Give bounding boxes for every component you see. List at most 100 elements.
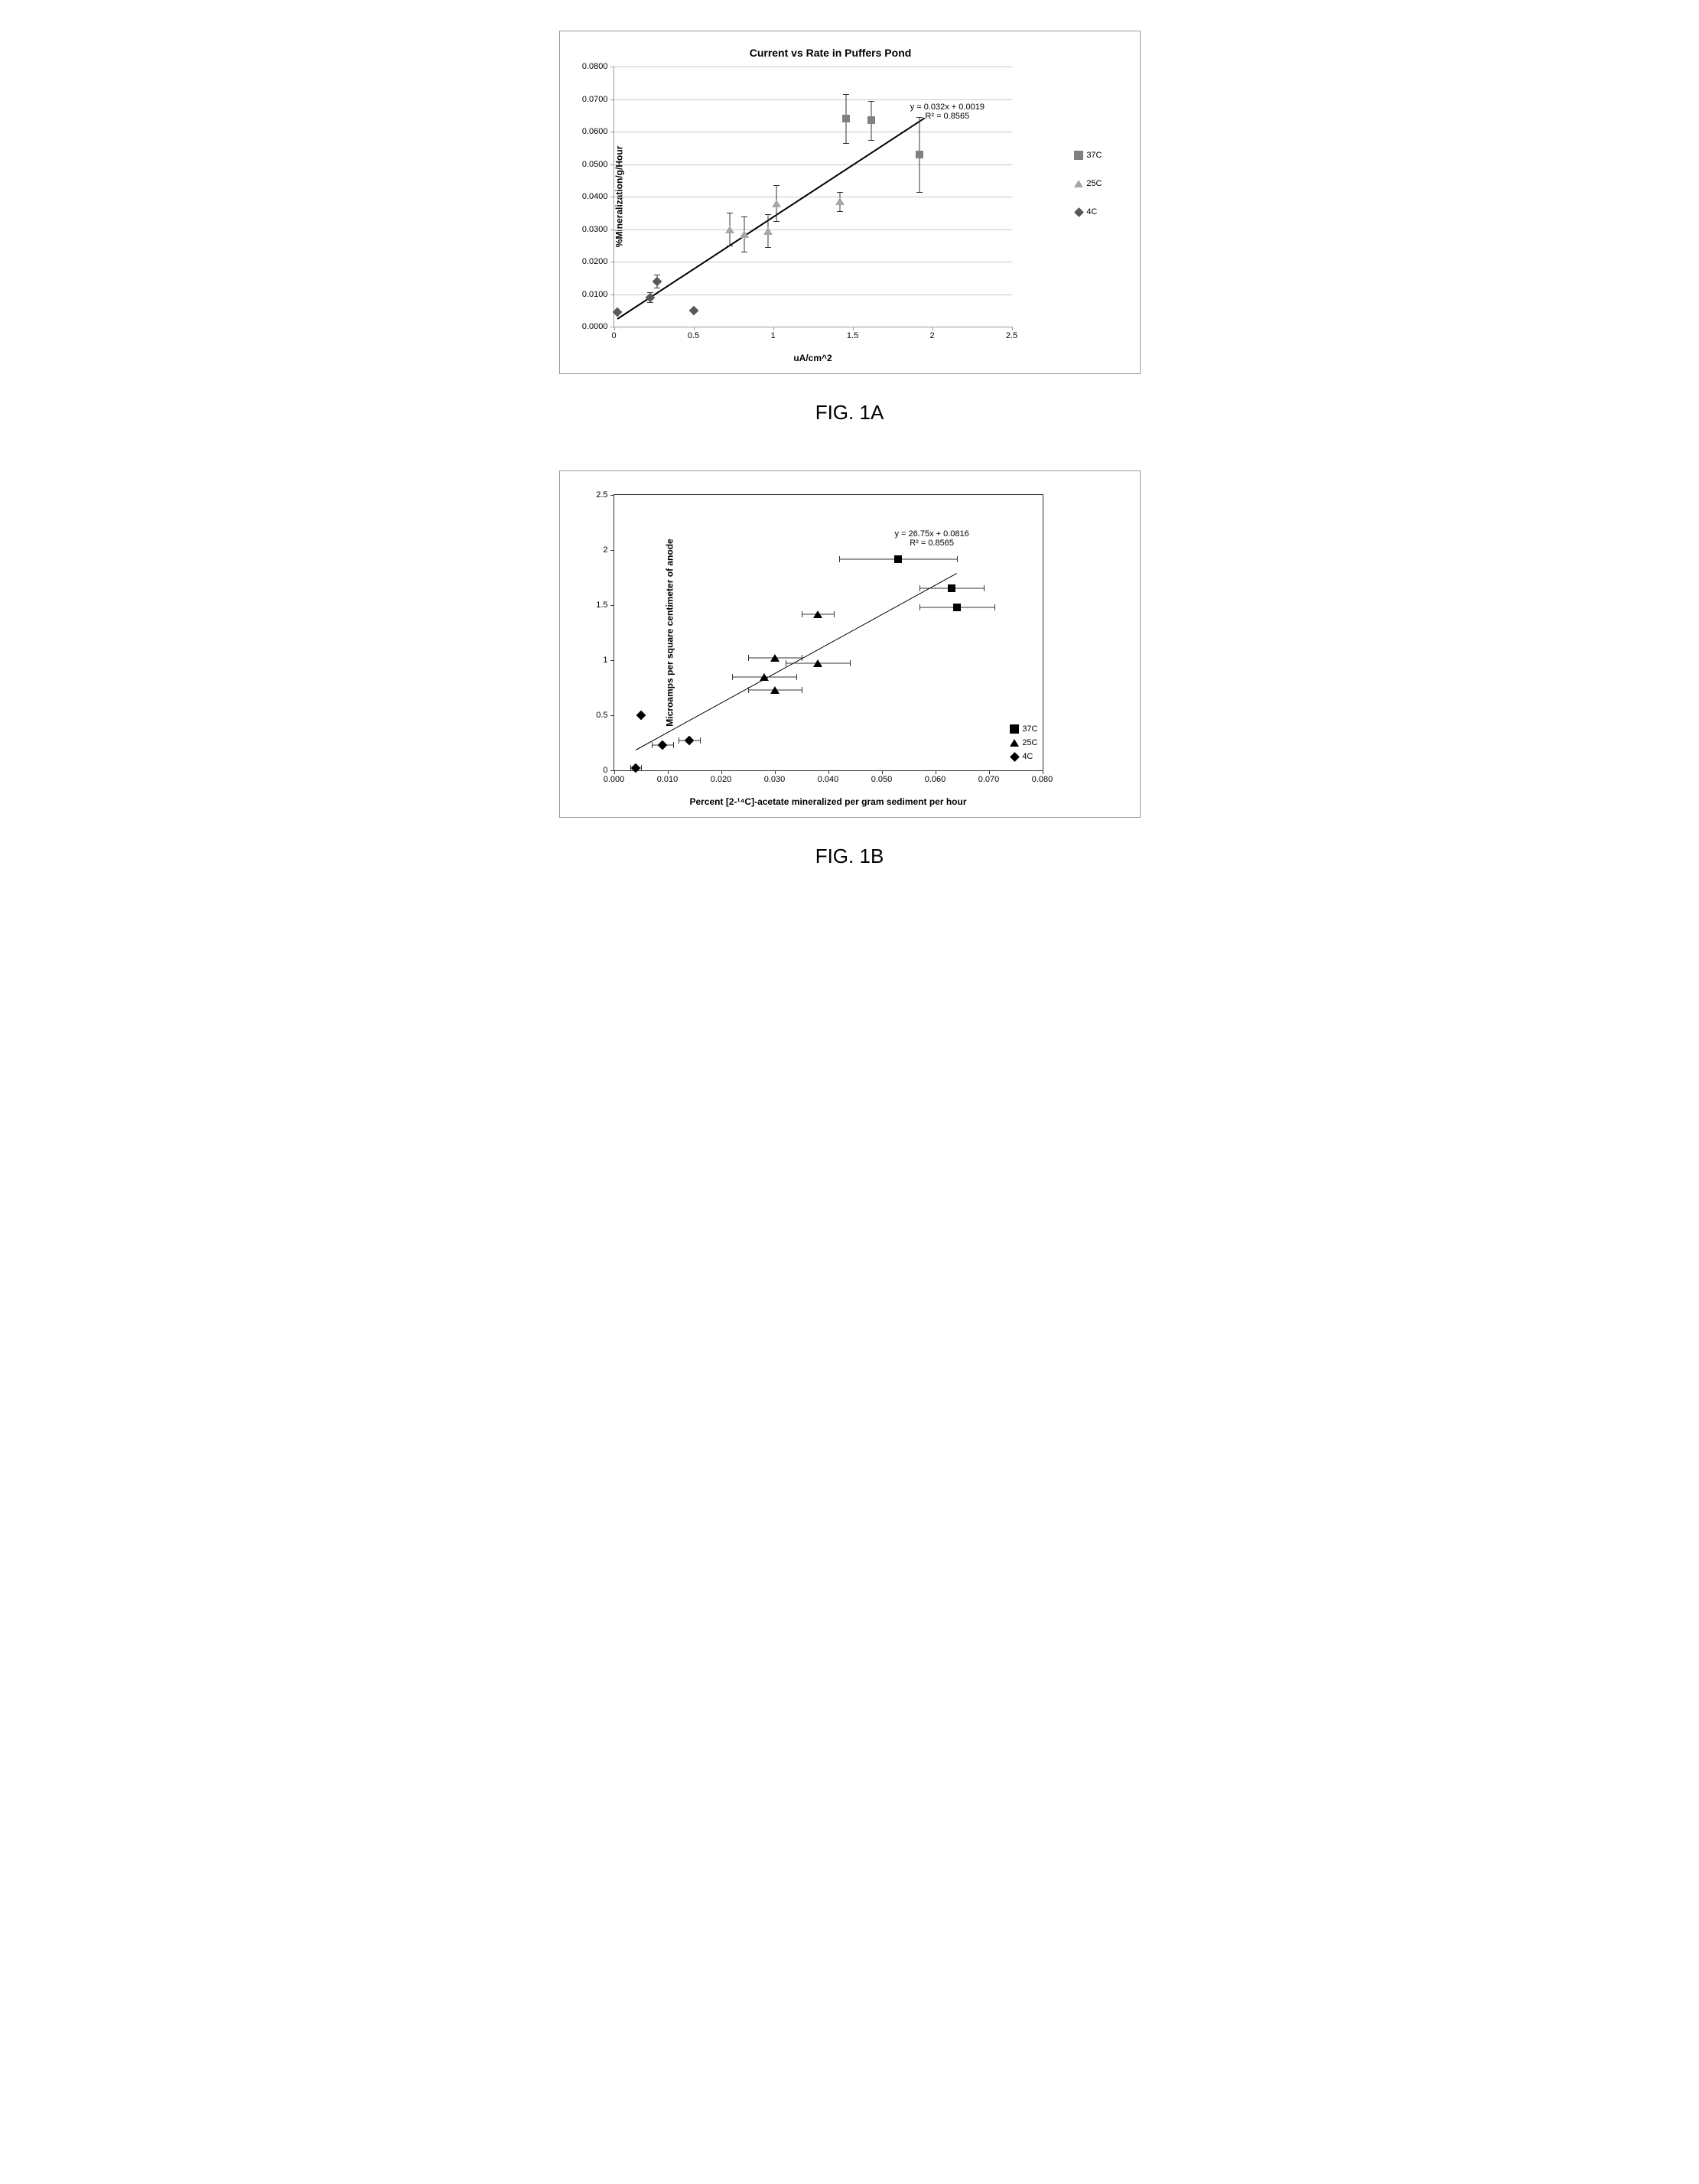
xtick-label: 0.030 (764, 770, 786, 784)
figure-1a-caption: FIG. 1A (559, 401, 1141, 425)
chart-1a-title: Current vs Rate in Puffers Pond (614, 47, 1048, 59)
error-cap (957, 556, 958, 562)
figure-1a: Current vs Rate in Puffers Pond %Mineral… (559, 31, 1141, 425)
error-cap (765, 247, 771, 248)
error-cap (916, 117, 923, 118)
chart-1b-xlabel: Percent [2-¹⁴C]-acetate mineralized per … (689, 796, 966, 807)
xtick-label: 0.040 (818, 770, 839, 784)
triangle-marker-icon (1010, 739, 1019, 747)
square-marker-icon (1074, 151, 1083, 160)
error-cap (700, 737, 701, 744)
error-cap (765, 214, 771, 215)
legend-label: 4C (1086, 207, 1097, 216)
legend-item: 25C (1010, 738, 1037, 747)
ytick-label: 0.0300 (582, 225, 614, 234)
error-cap (741, 216, 747, 217)
error-cap (732, 674, 733, 680)
xtick-label: 1.5 (847, 327, 858, 340)
chart-1b-ylabel: Microamps per square centimeter of anode (664, 539, 675, 726)
eqn-line1: y = 26.75x + 0.0816 (895, 529, 969, 539)
ytick-label: 1.5 (596, 601, 614, 610)
trendline (617, 118, 925, 320)
legend-item: 37C (1074, 151, 1102, 160)
error-cap (850, 660, 851, 666)
xtick-label: 0 (611, 327, 616, 340)
xtick-label: 0.080 (1032, 770, 1053, 784)
error-cap (919, 585, 920, 591)
ytick-label: 1 (603, 656, 614, 665)
error-cap (868, 101, 874, 102)
eqn-line1: y = 0.032x + 0.0019 (910, 103, 985, 112)
square-marker-icon (916, 151, 923, 158)
triangle-marker-icon (740, 230, 749, 238)
legend-label: 37C (1086, 151, 1102, 160)
ytick-label: 0.0500 (582, 160, 614, 169)
diamond-marker-icon (1074, 207, 1083, 216)
chart-1a-xlabel: uA/cm^2 (793, 353, 832, 363)
error-cap (843, 143, 849, 144)
ytick-label: 0.0700 (582, 95, 614, 104)
xtick-label: 2.5 (1006, 327, 1017, 340)
error-cap (916, 192, 923, 193)
chart-1b-plot: Microamps per square centimeter of anode… (614, 494, 1043, 771)
triangle-marker-icon (770, 654, 780, 662)
xtick-label: 0.5 (688, 327, 699, 340)
diamond-marker-icon (684, 736, 694, 746)
chart-1a-box: Current vs Rate in Puffers Pond %Mineral… (559, 31, 1141, 374)
figure-1b-caption: FIG. 1B (559, 845, 1141, 868)
legend-item: 4C (1010, 752, 1037, 761)
chart-1a-plot: %Mineralization/g/Hour uA/cm^2 37C25C4C … (614, 67, 1012, 327)
ytick-label: 0.0100 (582, 290, 614, 299)
error-cap (984, 585, 985, 591)
error-cap (673, 742, 674, 748)
ytick-label: 0.0600 (582, 127, 614, 136)
error-cap (652, 742, 653, 748)
error-cap (868, 140, 874, 141)
gridline (614, 99, 1012, 100)
triangle-marker-icon (813, 659, 822, 667)
chart-1b-eqn: y = 26.75x + 0.0816 R² = 0.8565 (895, 529, 969, 548)
square-marker-icon (867, 116, 875, 124)
legend-label: 37C (1022, 724, 1037, 734)
legend-label: 25C (1086, 179, 1102, 188)
error-cap (796, 674, 797, 680)
chart-1b-box: Microamps per square centimeter of anode… (559, 470, 1141, 818)
xtick-label: 0.060 (925, 770, 946, 784)
square-marker-icon (953, 604, 961, 611)
legend-item: 25C (1074, 179, 1102, 188)
triangle-marker-icon (725, 226, 734, 233)
xtick-label: 1 (770, 327, 775, 340)
eqn-line2: R² = 0.8565 (895, 539, 969, 548)
triangle-marker-icon (835, 197, 845, 205)
figure-1b: Microamps per square centimeter of anode… (559, 470, 1141, 868)
error-cap (773, 185, 780, 186)
ytick-label: 0.0400 (582, 192, 614, 201)
error-cap (773, 221, 780, 222)
error-cap (748, 687, 749, 693)
xtick-label: 0.070 (978, 770, 1000, 784)
ytick-label: 0.0800 (582, 62, 614, 71)
legend-item: 4C (1074, 207, 1102, 216)
gridline (614, 164, 1012, 165)
xtick-label: 0.010 (657, 770, 679, 784)
error-cap (834, 611, 835, 617)
chart-1a-legend: 37C 25C 4C (1074, 151, 1102, 236)
triangle-marker-icon (760, 673, 769, 681)
gridline (614, 229, 1012, 230)
xtick-label: 0.000 (604, 770, 625, 784)
triangle-marker-icon (1074, 180, 1083, 187)
legend-label: 4C (1022, 752, 1033, 761)
diamond-marker-icon (630, 763, 640, 773)
error-cap (837, 211, 843, 212)
diamond-marker-icon (688, 305, 698, 315)
ytick-label: 0.0200 (582, 257, 614, 266)
xtick-label: 0.020 (711, 770, 732, 784)
error-cap (839, 556, 840, 562)
triangle-marker-icon (772, 200, 781, 207)
legend-item: 37C (1010, 724, 1037, 734)
legend-label: 25C (1022, 738, 1037, 747)
square-marker-icon (948, 584, 955, 592)
error-cap (843, 94, 849, 95)
diamond-marker-icon (657, 740, 667, 750)
error-cap (641, 765, 642, 771)
